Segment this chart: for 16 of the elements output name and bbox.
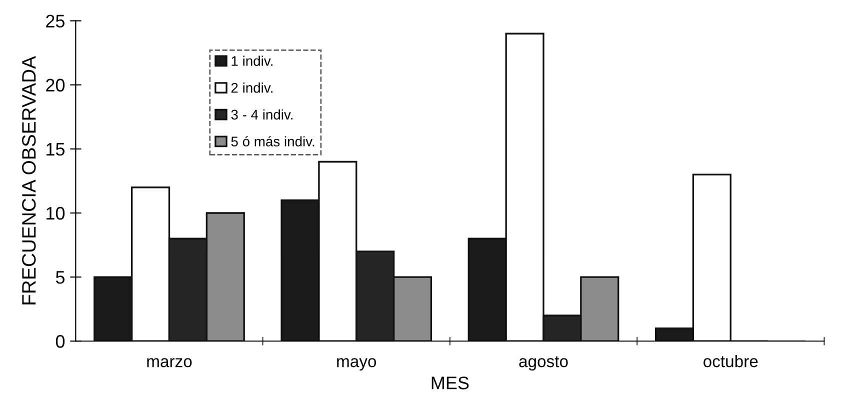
x-tick-label: octubre bbox=[704, 355, 758, 368]
legend-label: 1 indiv. bbox=[232, 56, 272, 66]
y-tick-label: 5 bbox=[56, 271, 65, 284]
legend-label: 3 - 4 indiv. bbox=[231, 109, 292, 120]
y-tick-label: 25 bbox=[46, 14, 65, 28]
x-tick-label: marzo bbox=[147, 358, 192, 368]
legend-label: 2 indiv. bbox=[231, 82, 272, 93]
legend-label: 5 ó más indiv. bbox=[231, 136, 314, 146]
x-tick-label: agosto bbox=[519, 356, 568, 371]
y-tick-label: 20 bbox=[46, 78, 65, 92]
y-tick-label: 10 bbox=[46, 206, 65, 220]
x-axis-title: MES bbox=[432, 376, 469, 390]
y-tick-label: 0 bbox=[56, 335, 65, 348]
y-axis-title: FRECUENCIA OBSERVADA bbox=[22, 56, 36, 304]
x-tick-label: mayo bbox=[337, 358, 376, 371]
y-tick-label: 15 bbox=[46, 143, 65, 156]
